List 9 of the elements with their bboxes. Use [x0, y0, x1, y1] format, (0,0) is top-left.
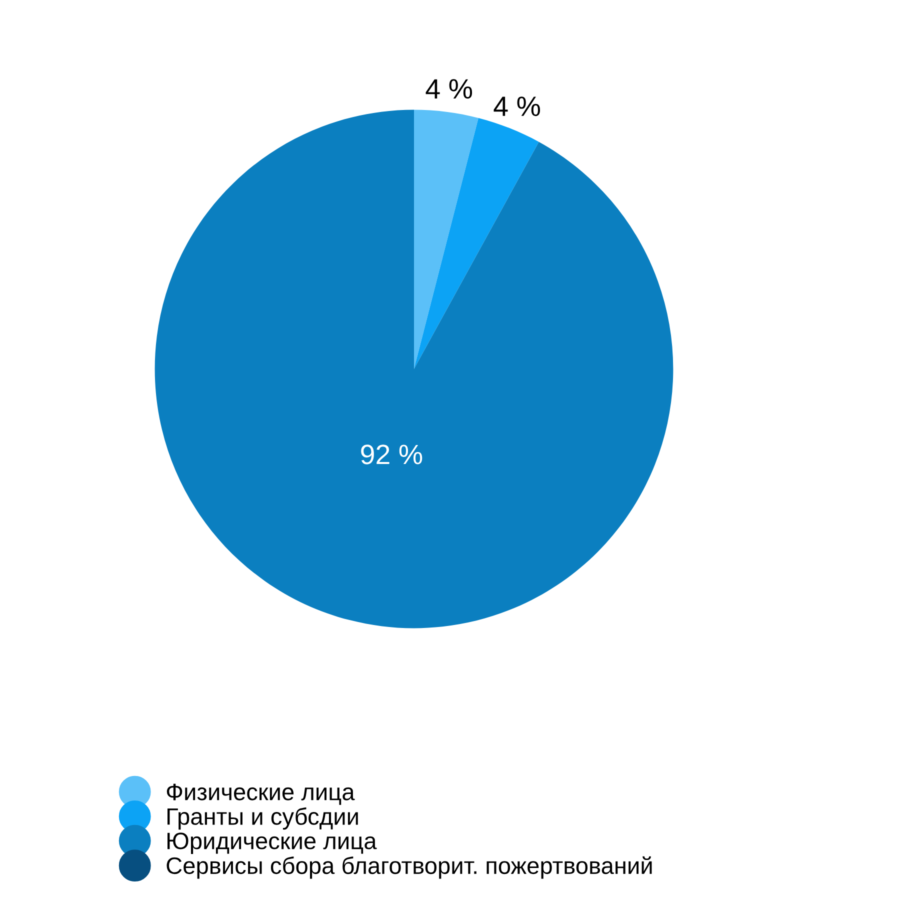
legend-label: Сервисы сбора благотворит. пожертвований	[166, 856, 652, 879]
data-label: 4 %	[426, 79, 472, 99]
pie-slice	[414, 118, 539, 369]
legend-label: Физические лица	[166, 784, 355, 805]
legend-label: Гранты и субсдии	[167, 807, 358, 830]
pie-slice	[414, 110, 478, 369]
data-label: 92 %	[361, 444, 422, 464]
data-label: 4 %	[494, 96, 540, 116]
legend-label: Юридические лица	[167, 832, 377, 854]
